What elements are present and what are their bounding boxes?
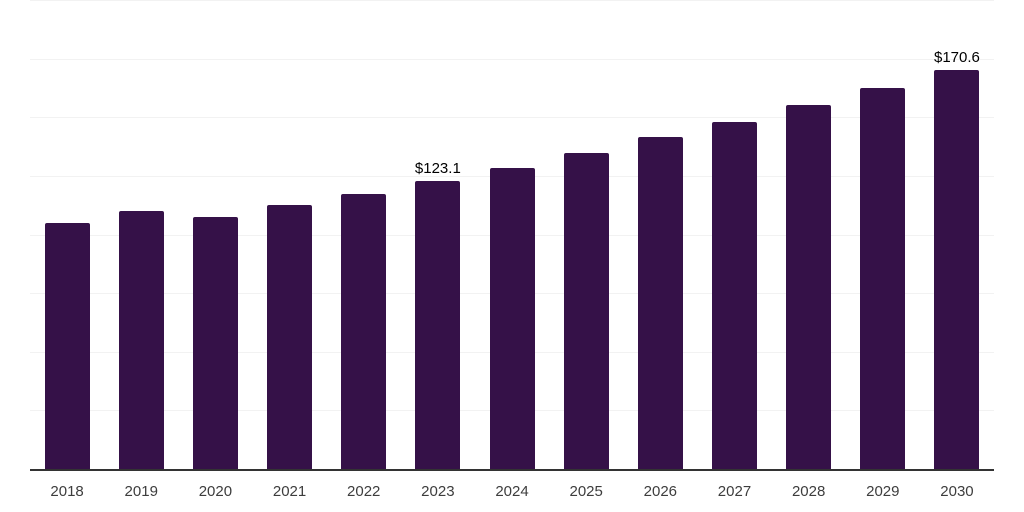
gridline <box>30 0 994 1</box>
bar-value-label: $170.6 <box>934 48 980 66</box>
bar-slot: $123.1 <box>401 1 475 470</box>
x-tick-label-2030: 2030 <box>940 483 974 500</box>
bar-2021[interactable] <box>267 204 313 470</box>
x-tick-label-2023: 2023 <box>421 483 455 500</box>
x-tick-label-2022: 2022 <box>347 483 381 500</box>
bar-value-label: $123.1 <box>414 160 461 178</box>
bar-2022[interactable] <box>341 193 387 470</box>
bar-2020[interactable] <box>192 216 238 470</box>
gridline <box>30 58 994 60</box>
x-tick-label-2018: 2018 <box>50 483 84 500</box>
bar-2028[interactable] <box>786 105 832 470</box>
bar-slot <box>104 1 178 470</box>
x-axis-tick-labels: 2018 2019 2020 2021 2022 2023 2024 2025 2026 2027… <box>30 483 994 500</box>
bar-2027[interactable] <box>711 122 757 470</box>
bars-container: $123.1 $170.6 <box>30 1 994 470</box>
bar-2018[interactable] <box>44 222 90 470</box>
bar-2026[interactable] <box>637 137 683 470</box>
x-tick-label-2027: 2027 <box>717 483 752 500</box>
bar-slot <box>178 1 252 470</box>
bar-slot: $170.6 <box>920 1 994 470</box>
bar-slot <box>697 1 771 470</box>
x-tick-label-2026: 2026 <box>643 483 678 500</box>
x-tick-label-2019: 2019 <box>124 483 158 500</box>
bar-2029[interactable] <box>860 88 906 470</box>
bar-slot <box>327 1 401 470</box>
x-tick-label-2024: 2024 <box>495 483 529 500</box>
bar-2030[interactable] <box>934 69 980 470</box>
bar-slot <box>549 1 623 470</box>
bar-slot <box>252 1 326 470</box>
bar-slot <box>30 1 104 470</box>
plot-area: $123.1 $170.6 <box>30 0 994 470</box>
x-tick-label-2020: 2020 <box>198 483 233 500</box>
x-axis-line <box>30 469 994 471</box>
bar-2024[interactable] <box>489 167 535 470</box>
x-tick-label-2025: 2025 <box>569 483 603 500</box>
x-tick-label-2021: 2021 <box>272 483 307 500</box>
bar-2025[interactable] <box>563 152 609 470</box>
x-tick-label-2029: 2029 <box>866 483 900 500</box>
gridline <box>30 117 994 119</box>
bar-slot <box>772 1 846 470</box>
x-tick-label-2028: 2028 <box>791 483 826 500</box>
bar-2023[interactable] <box>415 181 461 470</box>
bar-slot <box>623 1 697 470</box>
bar-slot <box>846 1 920 470</box>
bar-2019[interactable] <box>118 210 164 470</box>
bar-slot <box>475 1 549 470</box>
